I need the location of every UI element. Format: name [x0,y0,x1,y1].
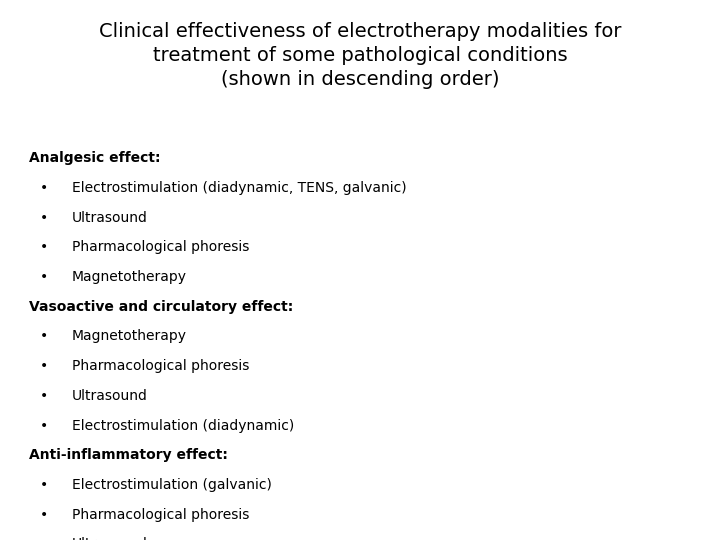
Text: •: • [40,389,48,403]
Text: Electrostimulation (diadynamic, TENS, galvanic): Electrostimulation (diadynamic, TENS, ga… [72,181,407,195]
Text: •: • [40,270,48,284]
Text: Electrostimulation (diadynamic): Electrostimulation (diadynamic) [72,418,294,433]
Text: Anti-inflammatory effect:: Anti-inflammatory effect: [29,448,228,462]
Text: •: • [40,211,48,225]
Text: •: • [40,240,48,254]
Text: Magnetotherapy: Magnetotherapy [72,270,187,284]
Text: Clinical effectiveness of electrotherapy modalities for
treatment of some pathol: Clinical effectiveness of electrotherapy… [99,22,621,89]
Text: Vasoactive and circulatory effect:: Vasoactive and circulatory effect: [29,300,293,314]
Text: •: • [40,359,48,373]
Text: •: • [40,329,48,343]
Text: Ultrasound: Ultrasound [72,537,148,540]
Text: Ultrasound: Ultrasound [72,211,148,225]
Text: Analgesic effect:: Analgesic effect: [29,151,161,165]
Text: •: • [40,478,48,492]
Text: •: • [40,418,48,433]
Text: •: • [40,181,48,195]
Text: Magnetotherapy: Magnetotherapy [72,329,187,343]
Text: Pharmacological phoresis: Pharmacological phoresis [72,508,249,522]
Text: Electrostimulation (galvanic): Electrostimulation (galvanic) [72,478,272,492]
Text: •: • [40,508,48,522]
Text: Ultrasound: Ultrasound [72,389,148,403]
Text: •: • [40,537,48,540]
Text: Pharmacological phoresis: Pharmacological phoresis [72,240,249,254]
Text: Pharmacological phoresis: Pharmacological phoresis [72,359,249,373]
